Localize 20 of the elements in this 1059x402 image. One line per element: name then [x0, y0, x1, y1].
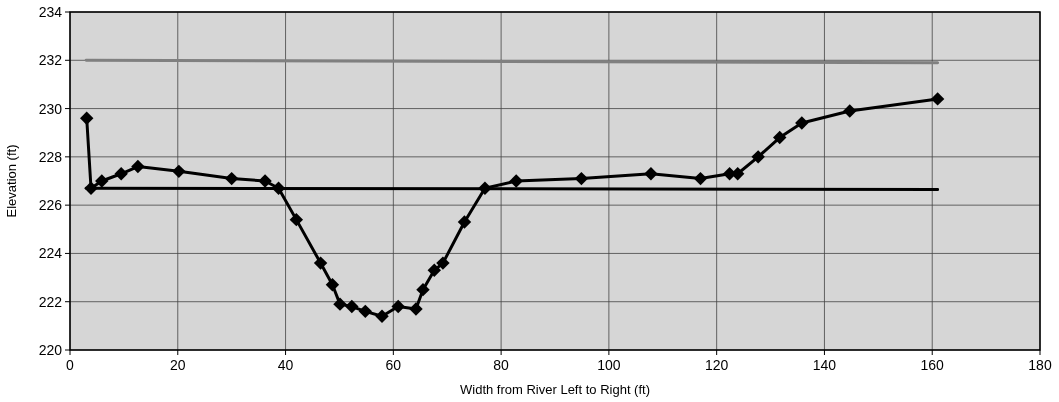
x-tick-label: 140 — [812, 357, 837, 373]
x-tick-label: 160 — [920, 357, 945, 373]
x-tick-label: 60 — [385, 357, 402, 373]
x-tick-label: 20 — [169, 357, 186, 373]
y-tick-label: 226 — [38, 197, 63, 214]
y-axis-title: Elevation (ft) — [4, 144, 19, 218]
y-tick-label: 234 — [38, 4, 63, 20]
y-tick-label: 230 — [38, 100, 63, 117]
y-tick-label: 220 — [38, 342, 63, 358]
x-tick-label: 80 — [493, 357, 510, 373]
y-tick-label: 222 — [38, 293, 63, 310]
x-tick-label: 0 — [66, 357, 75, 373]
y-tick-label: 232 — [38, 52, 63, 69]
y-tick-label: 228 — [38, 148, 63, 165]
x-tick-label: 120 — [704, 357, 729, 373]
x-tick-label: 40 — [277, 357, 294, 373]
y-tick-label: 224 — [38, 245, 63, 262]
x-axis-title: Width from River Left to Right (ft) — [460, 382, 650, 397]
x-tick-label: 100 — [597, 357, 621, 373]
x-tick-label: 180 — [1028, 357, 1052, 373]
